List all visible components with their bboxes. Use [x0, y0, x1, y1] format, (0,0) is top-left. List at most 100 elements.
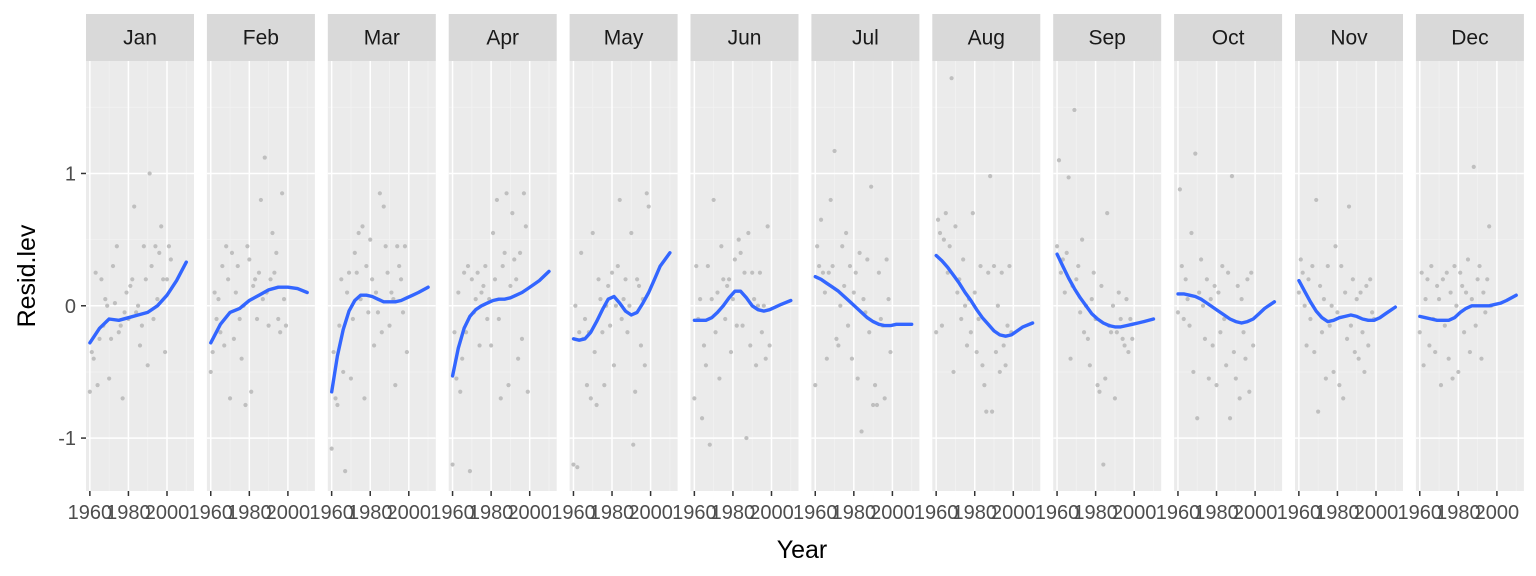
data-point: [951, 369, 956, 375]
data-point: [753, 363, 759, 368]
data-point: [1335, 310, 1340, 315]
data-point: [980, 363, 985, 368]
data-point: [516, 356, 521, 361]
data-point: [1304, 343, 1309, 348]
data-point: [510, 211, 515, 216]
data-point: [398, 277, 404, 282]
data-point: [151, 316, 156, 322]
data-point: [941, 237, 946, 242]
data-point: [962, 303, 968, 308]
data-point: [1105, 211, 1110, 216]
data-point: [1454, 303, 1459, 308]
panel-background: [86, 61, 194, 491]
data-point: [130, 277, 135, 282]
data-point: [955, 290, 960, 295]
data-point: [1091, 270, 1096, 275]
x-tick-label: 1960: [914, 502, 959, 524]
data-point: [375, 310, 381, 315]
data-point: [1101, 462, 1106, 467]
facet-strip-label: Jul: [852, 27, 879, 50]
data-point: [87, 389, 92, 394]
x-tick-label: 2000: [749, 502, 794, 524]
data-point: [625, 330, 630, 335]
data-point: [1072, 107, 1077, 113]
data-point: [485, 316, 490, 322]
smooth-line: [88, 260, 188, 345]
data-point: [1477, 263, 1482, 269]
x-tick-label: 1960: [1035, 502, 1080, 524]
data-point: [492, 277, 498, 282]
facet-strip: [448, 14, 557, 61]
data-point: [1471, 164, 1476, 169]
x-tick-label: 1960: [430, 502, 475, 524]
data-point: [341, 369, 346, 375]
data-point: [262, 155, 267, 160]
data-point: [1095, 383, 1100, 388]
data-point: [251, 283, 256, 289]
data-point: [592, 349, 597, 355]
data-point: [395, 244, 400, 249]
data-point: [1175, 310, 1181, 315]
data-point: [1114, 330, 1119, 335]
data-point: [984, 409, 989, 414]
data-point: [709, 297, 714, 302]
data-point: [871, 402, 876, 408]
data-point: [1298, 257, 1303, 262]
data-point: [988, 174, 993, 179]
data-point: [1001, 343, 1006, 348]
data-point: [1341, 396, 1346, 401]
data-point: [1199, 257, 1204, 262]
data-point: [840, 244, 845, 249]
data-point: [149, 263, 154, 269]
smooth-line: [692, 289, 793, 322]
data-point: [141, 244, 146, 249]
data-point: [859, 429, 864, 434]
data-point: [705, 263, 710, 269]
facet-strip: [690, 14, 799, 61]
data-point: [1358, 290, 1363, 295]
data-point: [1187, 323, 1192, 328]
data-point: [1222, 316, 1227, 322]
x-tick-label: 1960: [1277, 502, 1322, 524]
facet-strip-label: Dec: [1451, 27, 1488, 50]
data-point: [270, 230, 275, 236]
data-point: [350, 316, 355, 322]
data-point: [633, 389, 638, 394]
data-point: [1218, 330, 1223, 335]
y-tick-label: -1: [58, 428, 76, 450]
data-point: [114, 244, 119, 249]
data-point: [352, 250, 357, 255]
data-point: [120, 396, 125, 401]
data-point: [226, 277, 231, 282]
data-point: [842, 283, 847, 289]
smooth-line: [1176, 292, 1277, 325]
data-point: [713, 330, 718, 335]
data-point: [1066, 175, 1071, 180]
data-point: [366, 310, 371, 315]
data-point: [972, 290, 977, 295]
data-point: [381, 204, 386, 209]
data-point: [97, 336, 102, 341]
facet-strip-label: Jan: [123, 27, 157, 50]
data-point: [590, 230, 595, 236]
data-point: [1099, 283, 1104, 289]
data-point: [1331, 369, 1336, 375]
data-point: [379, 330, 384, 335]
data-point: [993, 349, 999, 355]
data-point: [494, 197, 500, 203]
data-point: [128, 283, 133, 289]
data-point: [450, 462, 455, 467]
facet-strip-label: Feb: [243, 27, 279, 50]
data-point: [276, 316, 281, 322]
smooth-line: [813, 275, 914, 328]
x-tick-label: 1980: [1315, 502, 1360, 524]
data-point: [1177, 187, 1182, 192]
data-point: [1202, 336, 1208, 341]
data-point: [1354, 297, 1359, 302]
data-point: [1243, 356, 1248, 361]
data-point: [239, 356, 244, 361]
data-point: [844, 230, 849, 236]
data-point: [481, 283, 486, 289]
data-point: [1251, 343, 1256, 348]
data-point: [1241, 330, 1246, 335]
